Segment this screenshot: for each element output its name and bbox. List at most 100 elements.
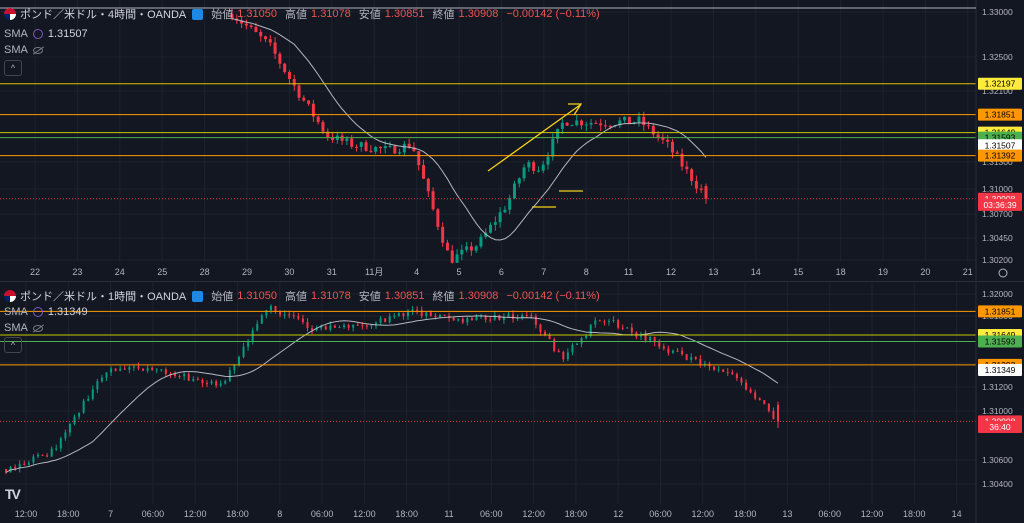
candle-body — [242, 346, 245, 358]
candle-body — [508, 198, 512, 210]
candle-body — [580, 120, 584, 126]
high-label: 高値 — [285, 9, 308, 21]
close-value: 1.30908 — [458, 290, 499, 302]
candle-body — [233, 364, 236, 371]
candle-body — [726, 371, 729, 373]
change-value: −0.00142 (−0.11%) — [506, 290, 600, 302]
price-tick-label: 1.31000 — [982, 184, 1013, 194]
candle-body — [347, 325, 350, 328]
settings-gear-icon[interactable] — [998, 268, 1008, 278]
candle-body — [287, 72, 291, 80]
hidden-eye-icon[interactable] — [32, 46, 43, 54]
candle-body — [469, 246, 473, 251]
candle-body — [530, 315, 533, 317]
collapse-legend-button[interactable]: ^ — [4, 60, 22, 76]
market-status-icon — [192, 290, 204, 302]
candle-body — [429, 312, 432, 316]
candle-body — [23, 463, 26, 465]
time-tick-label: 8 — [277, 509, 282, 519]
candle-body — [100, 377, 103, 382]
open-value: 1.31050 — [237, 290, 278, 302]
candle-body — [617, 320, 620, 328]
candle-body — [292, 79, 296, 86]
price-tag-label: 1.31593 — [985, 336, 1016, 346]
candle-body — [685, 166, 689, 170]
candle-body — [457, 318, 460, 321]
settings-icon[interactable] — [32, 29, 43, 39]
time-tick-label: 12:00 — [861, 509, 884, 519]
candle-body — [160, 369, 163, 371]
candle-body — [475, 316, 478, 321]
candle-body — [772, 410, 775, 419]
candle-body — [661, 137, 665, 140]
trend-arrow-head-icon — [568, 103, 583, 116]
price-tag-label: 1.30908 — [985, 194, 1016, 204]
candle-body — [46, 455, 49, 457]
candle-body — [658, 342, 661, 347]
time-tick-label: 13 — [782, 509, 792, 519]
candle-body — [455, 254, 459, 263]
candle-body — [680, 153, 684, 167]
candle-body — [73, 416, 76, 425]
time-tick-label: 18 — [836, 267, 846, 277]
symbol-title[interactable]: ポンド／米ドル・1時間・OANDA — [20, 291, 187, 303]
chart-canvas-4h[interactable]: 1.33000 1.32500 1.32100 1.31300 1.31000 1.307… — [0, 0, 1024, 281]
candle-body — [517, 178, 521, 184]
time-tick-label: 11月 — [365, 267, 383, 277]
time-tick-label: 06:00 — [649, 509, 672, 519]
price-tick-label: 1.30450 — [982, 233, 1013, 243]
time-tick-label: 7 — [541, 267, 546, 277]
candle-body — [249, 25, 253, 27]
legend-1h: ポンド／米ドル・1時間・OANDA 始値 1.31050 高値 1.31078 安値… — [4, 288, 604, 304]
candle-body — [237, 357, 240, 365]
sma-indicator-row[interactable]: SMA 1.31507 — [4, 28, 88, 40]
time-tick-label: 18:00 — [57, 509, 80, 519]
candle-body — [534, 316, 537, 325]
hidden-eye-icon[interactable] — [32, 324, 43, 332]
candle-body — [105, 372, 108, 378]
candle-body — [345, 138, 349, 141]
candle-body — [96, 381, 99, 390]
candle-body — [388, 316, 391, 323]
candle-body — [297, 85, 301, 98]
sma-indicator-row[interactable]: SMA 1.31349 — [4, 306, 88, 318]
open-label: 始値 — [211, 291, 234, 303]
price-tag-label: 1.31349 — [985, 365, 1016, 375]
candle-body — [777, 404, 779, 422]
price-tag-label: 1.31851 — [985, 306, 1016, 316]
candle-body — [589, 324, 592, 336]
candle-body — [599, 123, 603, 126]
candle-body — [247, 341, 250, 347]
sma-indicator-row-2[interactable]: SMA — [4, 322, 43, 334]
price-tag-label: 36:40 — [989, 422, 1011, 432]
candle-body — [128, 367, 131, 370]
candle-body — [210, 381, 213, 384]
sma-indicator-row-2[interactable]: SMA — [4, 44, 43, 56]
time-tick-label: 12:00 — [184, 509, 207, 519]
candle-body — [416, 309, 419, 311]
candle-body — [388, 145, 392, 147]
candle-body — [556, 128, 560, 139]
price-tag-label: 1.31649 — [985, 330, 1016, 340]
candle-body — [603, 321, 606, 323]
candle-body — [370, 325, 373, 327]
symbol-title[interactable]: ポンド／米ドル・4時間・OANDA — [20, 9, 187, 21]
candle-body — [544, 331, 547, 335]
low-value: 1.30851 — [384, 290, 425, 302]
settings-icon[interactable] — [32, 307, 43, 317]
chart-pane-4h[interactable]: 1.33000 1.32500 1.32100 1.31300 1.31000 1.307… — [0, 0, 1024, 282]
time-tick-label: 24 — [115, 267, 125, 277]
candle-body — [192, 378, 195, 381]
trend-arrow-line — [487, 104, 581, 172]
candle-body — [256, 323, 259, 331]
chart-pane-1h[interactable]: 1.320001.318001.314001.312001.310001.306… — [0, 282, 1024, 523]
candle-body — [722, 369, 725, 372]
time-tick-label: 28 — [200, 267, 210, 277]
chart-canvas-1h[interactable]: 1.320001.318001.314001.312001.310001.306… — [0, 282, 1024, 523]
candle-body — [466, 318, 469, 323]
collapse-legend-button[interactable]: ^ — [4, 337, 22, 353]
candle-body — [607, 320, 610, 322]
sma-value: 1.31507 — [47, 28, 88, 40]
candle-body — [717, 369, 720, 371]
gbpusd-flag-icon — [4, 290, 16, 302]
